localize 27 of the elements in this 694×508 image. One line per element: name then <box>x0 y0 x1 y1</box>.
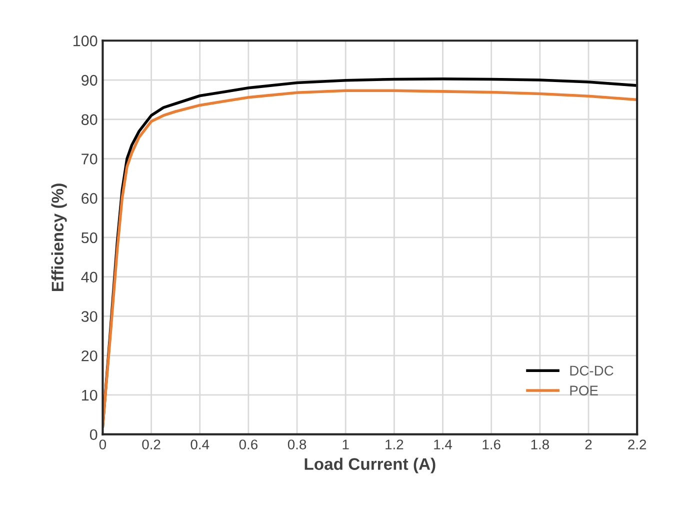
y-tick-label: 0 <box>90 429 98 440</box>
legend-label: DC-DC <box>570 366 614 376</box>
x-tick-label: 0.6 <box>239 440 258 450</box>
x-tick-label: 0.4 <box>190 440 210 450</box>
y-tick-label: 90 <box>82 74 98 86</box>
x-tick-label: 0.2 <box>142 440 160 450</box>
legend-label: POE <box>570 386 598 396</box>
y-tick-label: 40 <box>81 272 98 283</box>
x-tick-label: 1.2 <box>386 440 404 450</box>
y-axis-title: Efficiency (%) <box>51 184 67 292</box>
x-tick-label: 1.6 <box>482 440 500 450</box>
x-tick-label: 1.4 <box>434 440 452 450</box>
x-axis-title: Load Current (A) <box>304 458 436 474</box>
x-tick-label: 0.8 <box>288 440 306 450</box>
x-tick-label: 2 <box>585 440 592 450</box>
x-tick-label: 1 <box>342 440 349 450</box>
y-tick-label: 30 <box>81 311 98 322</box>
y-tick-label: 50 <box>81 232 98 244</box>
x-tick-label: 2.2 <box>628 440 646 450</box>
x-tick-label: 0 <box>99 440 106 450</box>
y-tick-label: 100 <box>74 36 98 46</box>
y-tick-label: 80 <box>82 114 98 126</box>
x-tick-label: 1.8 <box>531 440 549 450</box>
y-tick-label: 10 <box>82 390 98 401</box>
y-tick-label: 60 <box>82 192 98 204</box>
y-tick-label: 70 <box>82 154 98 164</box>
y-tick-label: 20 <box>82 350 98 362</box>
